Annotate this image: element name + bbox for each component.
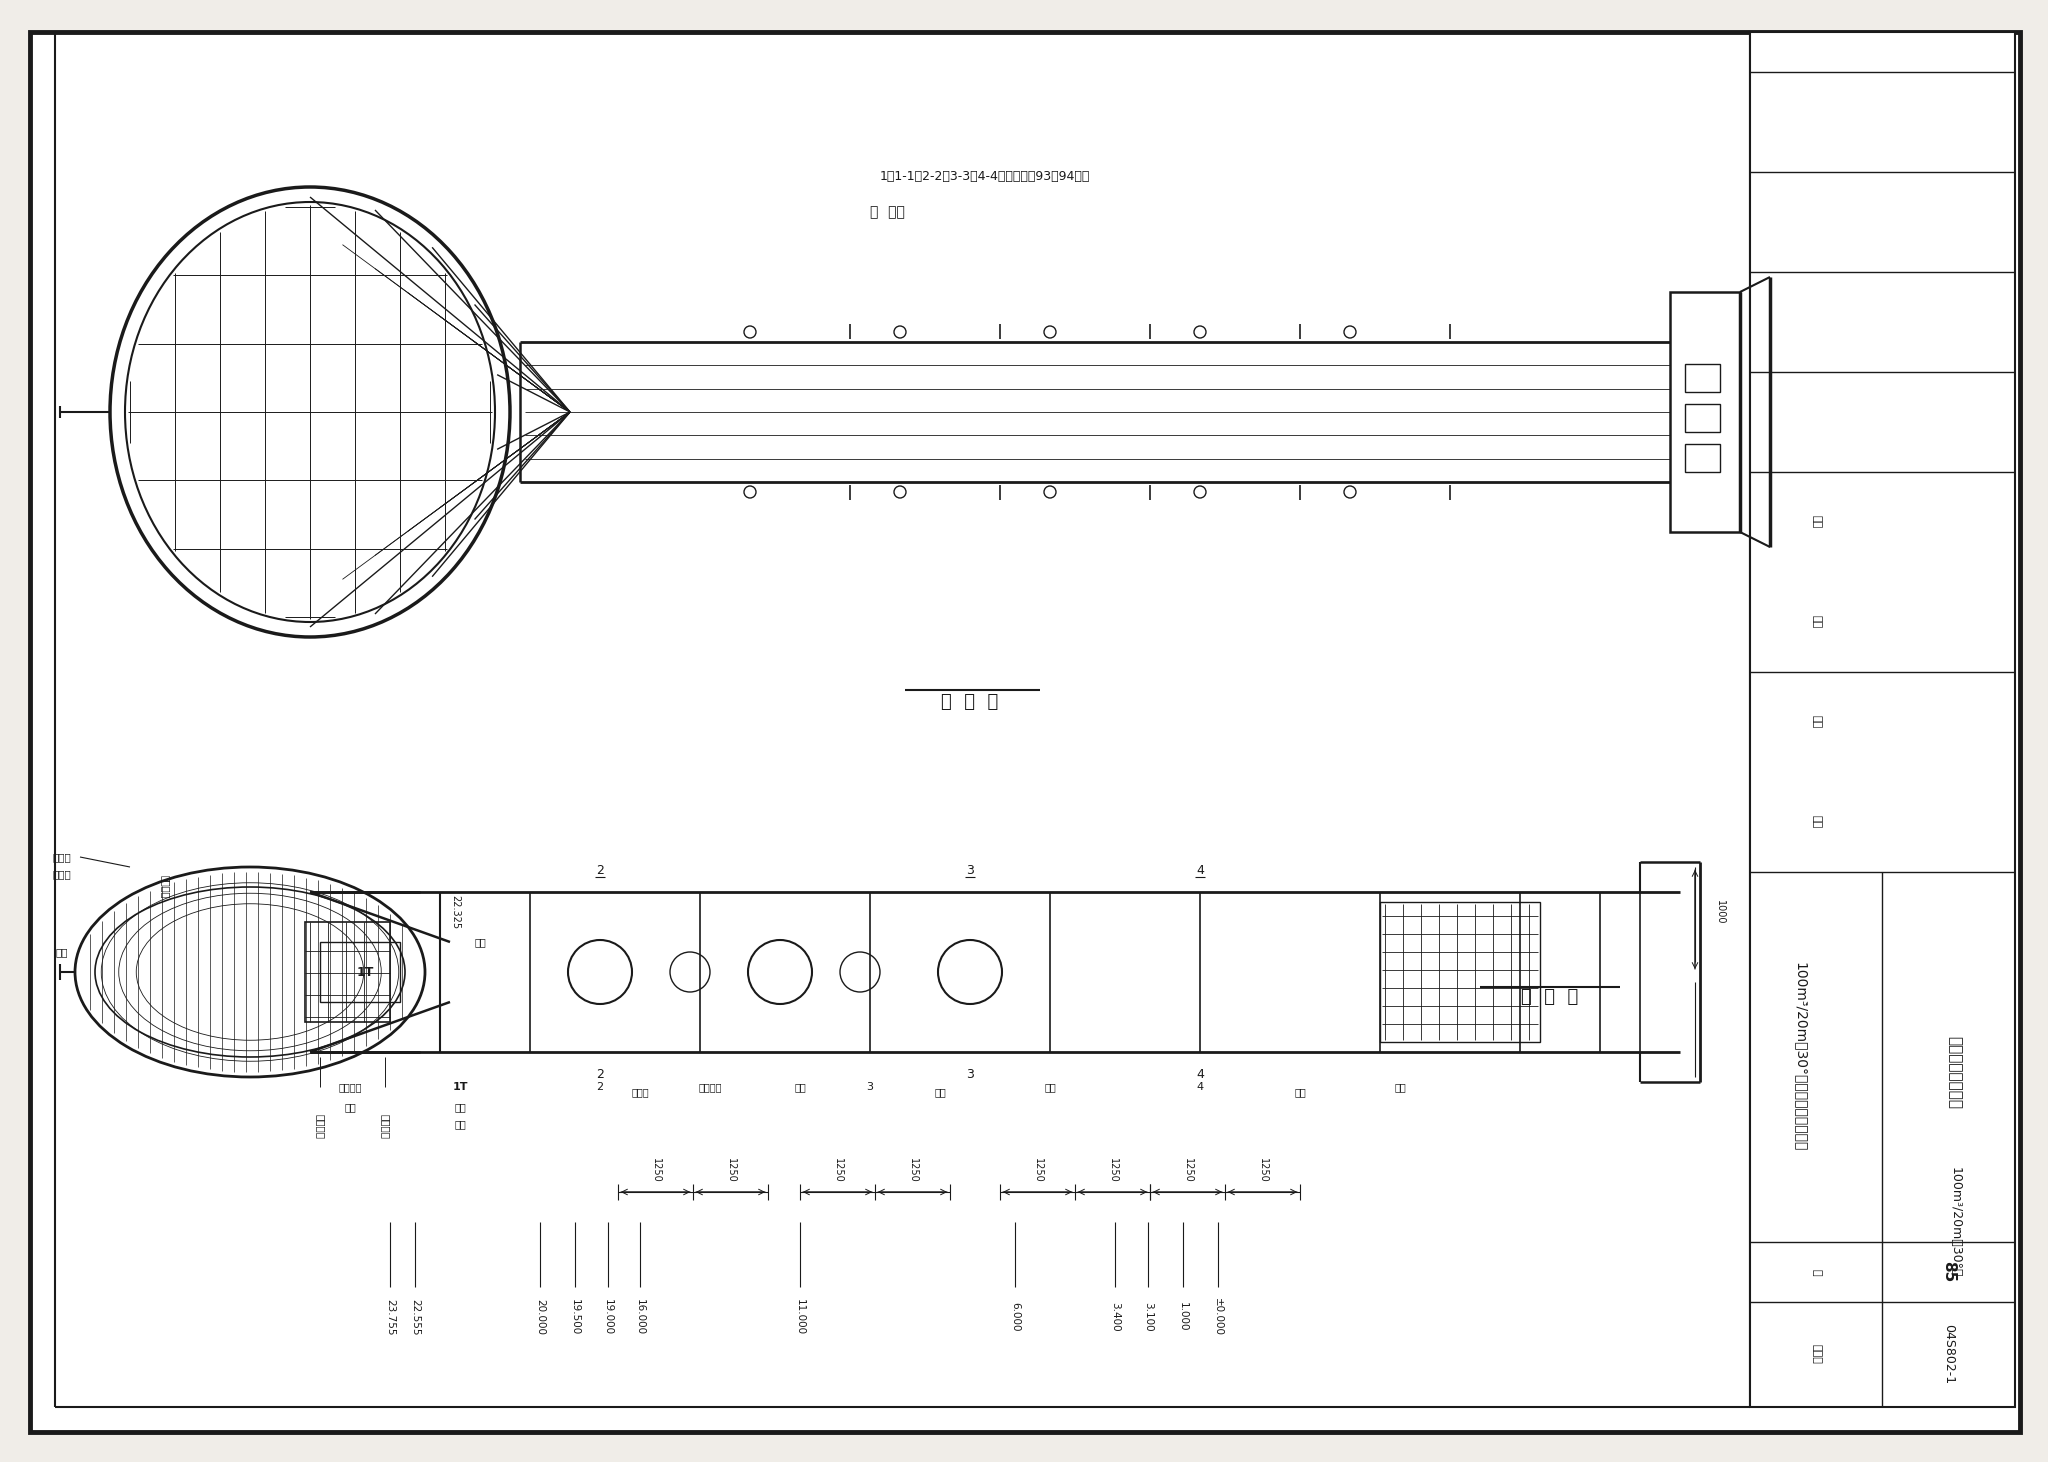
- Circle shape: [1194, 326, 1206, 338]
- Circle shape: [743, 485, 756, 499]
- Text: ±0.000: ±0.000: [1212, 1298, 1223, 1336]
- Text: 100m³/20m（30°）: 100m³/20m（30°）: [1948, 1167, 1962, 1278]
- Text: 1250: 1250: [1182, 1158, 1192, 1183]
- Circle shape: [895, 485, 905, 499]
- Text: 1250: 1250: [1257, 1158, 1268, 1183]
- Text: 说  明：: 说 明：: [870, 205, 905, 219]
- Text: 85: 85: [1942, 1262, 1956, 1282]
- Text: 1T: 1T: [453, 1082, 467, 1092]
- Bar: [1669, 292, 1741, 532]
- Circle shape: [1044, 485, 1057, 499]
- Bar: [1380, 902, 1540, 1042]
- Text: 水箱下壳: 水箱下壳: [381, 1114, 389, 1139]
- Text: 1250: 1250: [651, 1158, 662, 1183]
- Bar: [1686, 404, 1720, 431]
- Text: 22.555: 22.555: [410, 1298, 420, 1335]
- Text: 2: 2: [596, 1067, 604, 1080]
- Bar: [305, 923, 389, 1022]
- Text: 100m³/20m（30°）水塔立面、剖面图: 100m³/20m（30°）水塔立面、剖面图: [1792, 962, 1806, 1152]
- Text: 19.500: 19.500: [569, 1298, 580, 1335]
- Text: 1250: 1250: [1108, 1158, 1118, 1183]
- Text: 1250: 1250: [907, 1158, 918, 1183]
- Text: 避雷针: 避雷针: [53, 868, 72, 879]
- Text: 1.000: 1.000: [1178, 1303, 1188, 1332]
- Circle shape: [1343, 326, 1356, 338]
- Text: 1250: 1250: [725, 1158, 735, 1183]
- Text: 2: 2: [596, 1082, 604, 1092]
- Bar: [1749, 32, 2015, 1406]
- Text: 集水: 集水: [1395, 1082, 1405, 1092]
- Text: 人孔平台: 人孔平台: [338, 1082, 362, 1092]
- Text: 2: 2: [596, 864, 604, 877]
- Circle shape: [1343, 485, 1356, 499]
- Text: 人井: 人井: [475, 937, 485, 947]
- Text: 23.755: 23.755: [385, 1298, 395, 1335]
- Text: 筒壁: 筒壁: [934, 1088, 946, 1096]
- Text: 04S802-1: 04S802-1: [1942, 1325, 1956, 1385]
- Text: 剑  面  图: 剑 面 图: [1522, 988, 1579, 1006]
- Text: 图集号: 图集号: [1810, 1344, 1821, 1364]
- Bar: [1686, 444, 1720, 472]
- Text: 集水: 集水: [344, 1102, 356, 1113]
- Text: 16.000: 16.000: [635, 1298, 645, 1335]
- Circle shape: [895, 326, 905, 338]
- Text: 人孔平台: 人孔平台: [160, 876, 170, 899]
- Text: 20.000: 20.000: [535, 1300, 545, 1335]
- Text: 溢流管: 溢流管: [53, 852, 72, 863]
- Text: 供水台底: 供水台底: [698, 1082, 721, 1092]
- Text: 3.100: 3.100: [1143, 1303, 1153, 1332]
- Text: 支柱: 支柱: [795, 1082, 805, 1092]
- Text: 排板: 排板: [1044, 1082, 1057, 1092]
- Text: 19.000: 19.000: [602, 1298, 612, 1335]
- Text: 3: 3: [967, 864, 975, 877]
- Text: 1T: 1T: [356, 965, 373, 978]
- Text: 4: 4: [1196, 864, 1204, 877]
- Text: 3: 3: [866, 1082, 874, 1092]
- Text: 制图: 制图: [1810, 816, 1821, 829]
- Text: 环板: 环板: [455, 1102, 465, 1113]
- Text: 6.000: 6.000: [1010, 1303, 1020, 1332]
- Circle shape: [1194, 485, 1206, 499]
- Circle shape: [1044, 326, 1057, 338]
- Text: 3.400: 3.400: [1110, 1303, 1120, 1332]
- Bar: [319, 942, 399, 1001]
- Text: 气管: 气管: [55, 947, 68, 958]
- Text: 3: 3: [967, 1067, 975, 1080]
- Text: 1250: 1250: [1032, 1158, 1042, 1183]
- Text: 审查: 审查: [1810, 616, 1821, 629]
- Text: 校对: 校对: [1810, 715, 1821, 728]
- Text: 水箱上壳: 水箱上壳: [315, 1114, 326, 1139]
- Text: 11.000: 11.000: [795, 1298, 805, 1335]
- Text: 页: 页: [1810, 1269, 1821, 1275]
- Bar: [1686, 364, 1720, 392]
- Text: 4: 4: [1196, 1082, 1204, 1092]
- Text: 4: 4: [1196, 1067, 1204, 1080]
- Text: 筒壁: 筒壁: [1294, 1088, 1307, 1096]
- Text: 立  面  图: 立 面 图: [942, 693, 999, 711]
- Text: 水塔立面、剖面图: 水塔立面、剖面图: [1948, 1035, 1962, 1108]
- Text: 1250: 1250: [831, 1158, 842, 1183]
- Text: 1．1-1、2-2、3-3、4-4剑面详见第93、94页。: 1．1-1、2-2、3-3、4-4剑面详见第93、94页。: [881, 171, 1090, 184]
- Text: 1000: 1000: [1714, 899, 1724, 924]
- Circle shape: [743, 326, 756, 338]
- Text: 集水管: 集水管: [631, 1088, 649, 1096]
- Text: 面板: 面板: [455, 1118, 465, 1129]
- Text: 22.325: 22.325: [451, 895, 461, 928]
- Text: 设计: 设计: [1810, 516, 1821, 529]
